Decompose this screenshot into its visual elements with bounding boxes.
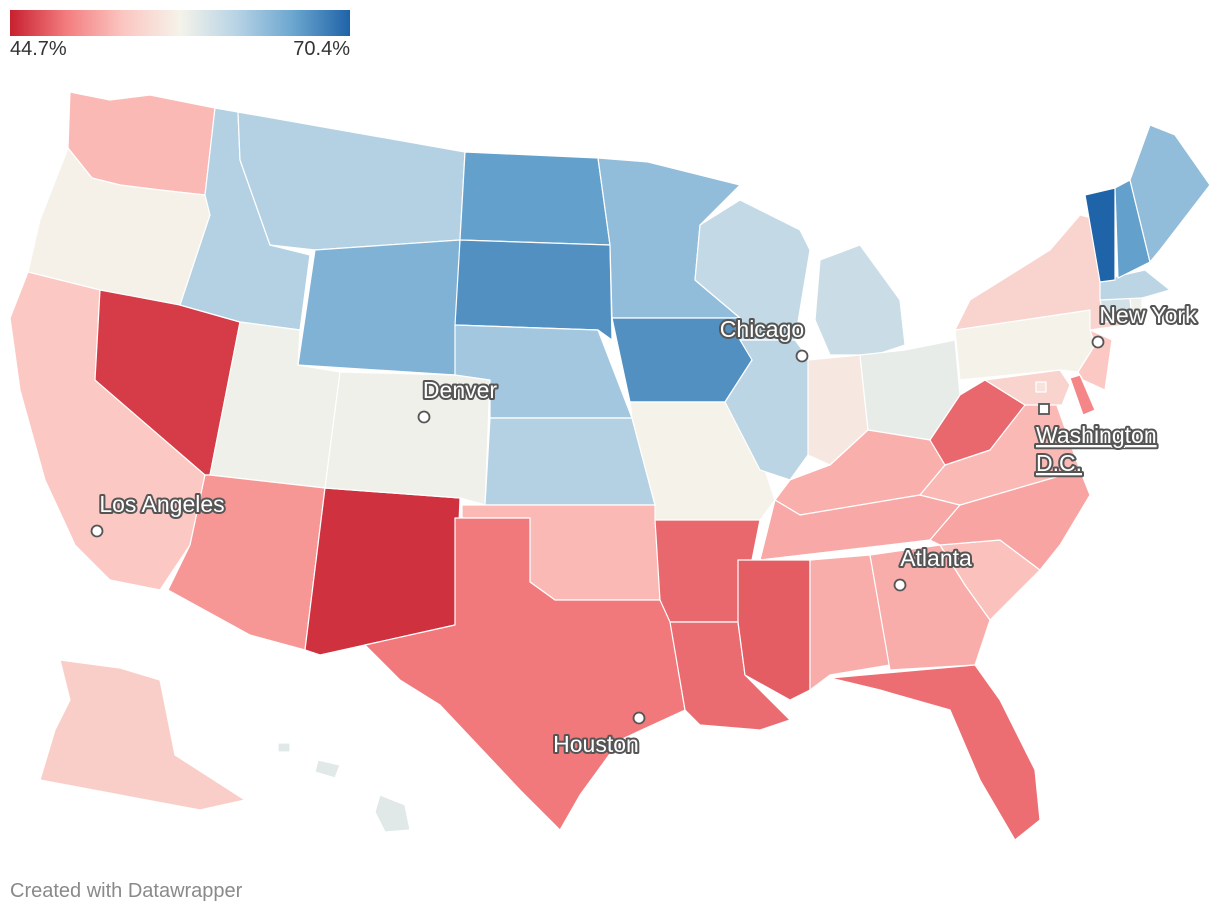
denver-label: Denver	[423, 377, 497, 403]
state-hi[interactable]	[374, 794, 411, 833]
state-dc[interactable]	[1035, 381, 1047, 393]
legend-gradient-bar	[10, 10, 350, 36]
state-mt[interactable]	[237, 111, 466, 251]
color-legend: 44.7% 70.4%	[10, 10, 350, 62]
state-vt[interactable]	[1084, 187, 1116, 283]
chicago-marker	[795, 349, 809, 363]
atlanta-marker	[893, 578, 907, 592]
state-nd[interactable]	[459, 151, 611, 246]
legend-max-label: 70.4%	[293, 38, 350, 60]
cities-layer: Chicago New York Denver Washington D.C. Los A…	[90, 300, 1199, 759]
houston-label: Houston	[553, 731, 639, 757]
state-hi[interactable]	[277, 742, 291, 753]
washington-d-c-marker	[1038, 403, 1050, 415]
state-me[interactable]	[1129, 124, 1211, 263]
datawrapper-credit[interactable]: Created with Datawrapper	[10, 880, 243, 902]
state-tx[interactable]	[364, 517, 686, 831]
legend-min-label: 44.7%	[10, 38, 67, 60]
state-sd[interactable]	[454, 239, 613, 341]
state-hi[interactable]	[314, 759, 341, 779]
los-angeles-label: Los Angeles	[99, 491, 224, 517]
states-layer	[9, 91, 1211, 841]
denver-marker	[417, 410, 431, 424]
chicago-label: Chicago	[720, 316, 804, 342]
state-de[interactable]	[1069, 374, 1096, 416]
state-fl[interactable]	[829, 664, 1041, 841]
washington-d-c-label: Washington D.C.	[1036, 422, 1157, 476]
houston-marker	[632, 711, 646, 725]
new-york-marker	[1091, 335, 1105, 349]
atlanta-label: Atlanta	[900, 545, 972, 571]
state-wy[interactable]	[297, 239, 461, 376]
state-mi[interactable]	[814, 244, 906, 356]
state-al[interactable]	[809, 554, 891, 691]
new-york-label: New York	[1099, 302, 1197, 328]
state-ak[interactable]	[39, 659, 246, 811]
state-ks[interactable]	[484, 417, 656, 506]
los-angeles-marker	[90, 524, 104, 538]
